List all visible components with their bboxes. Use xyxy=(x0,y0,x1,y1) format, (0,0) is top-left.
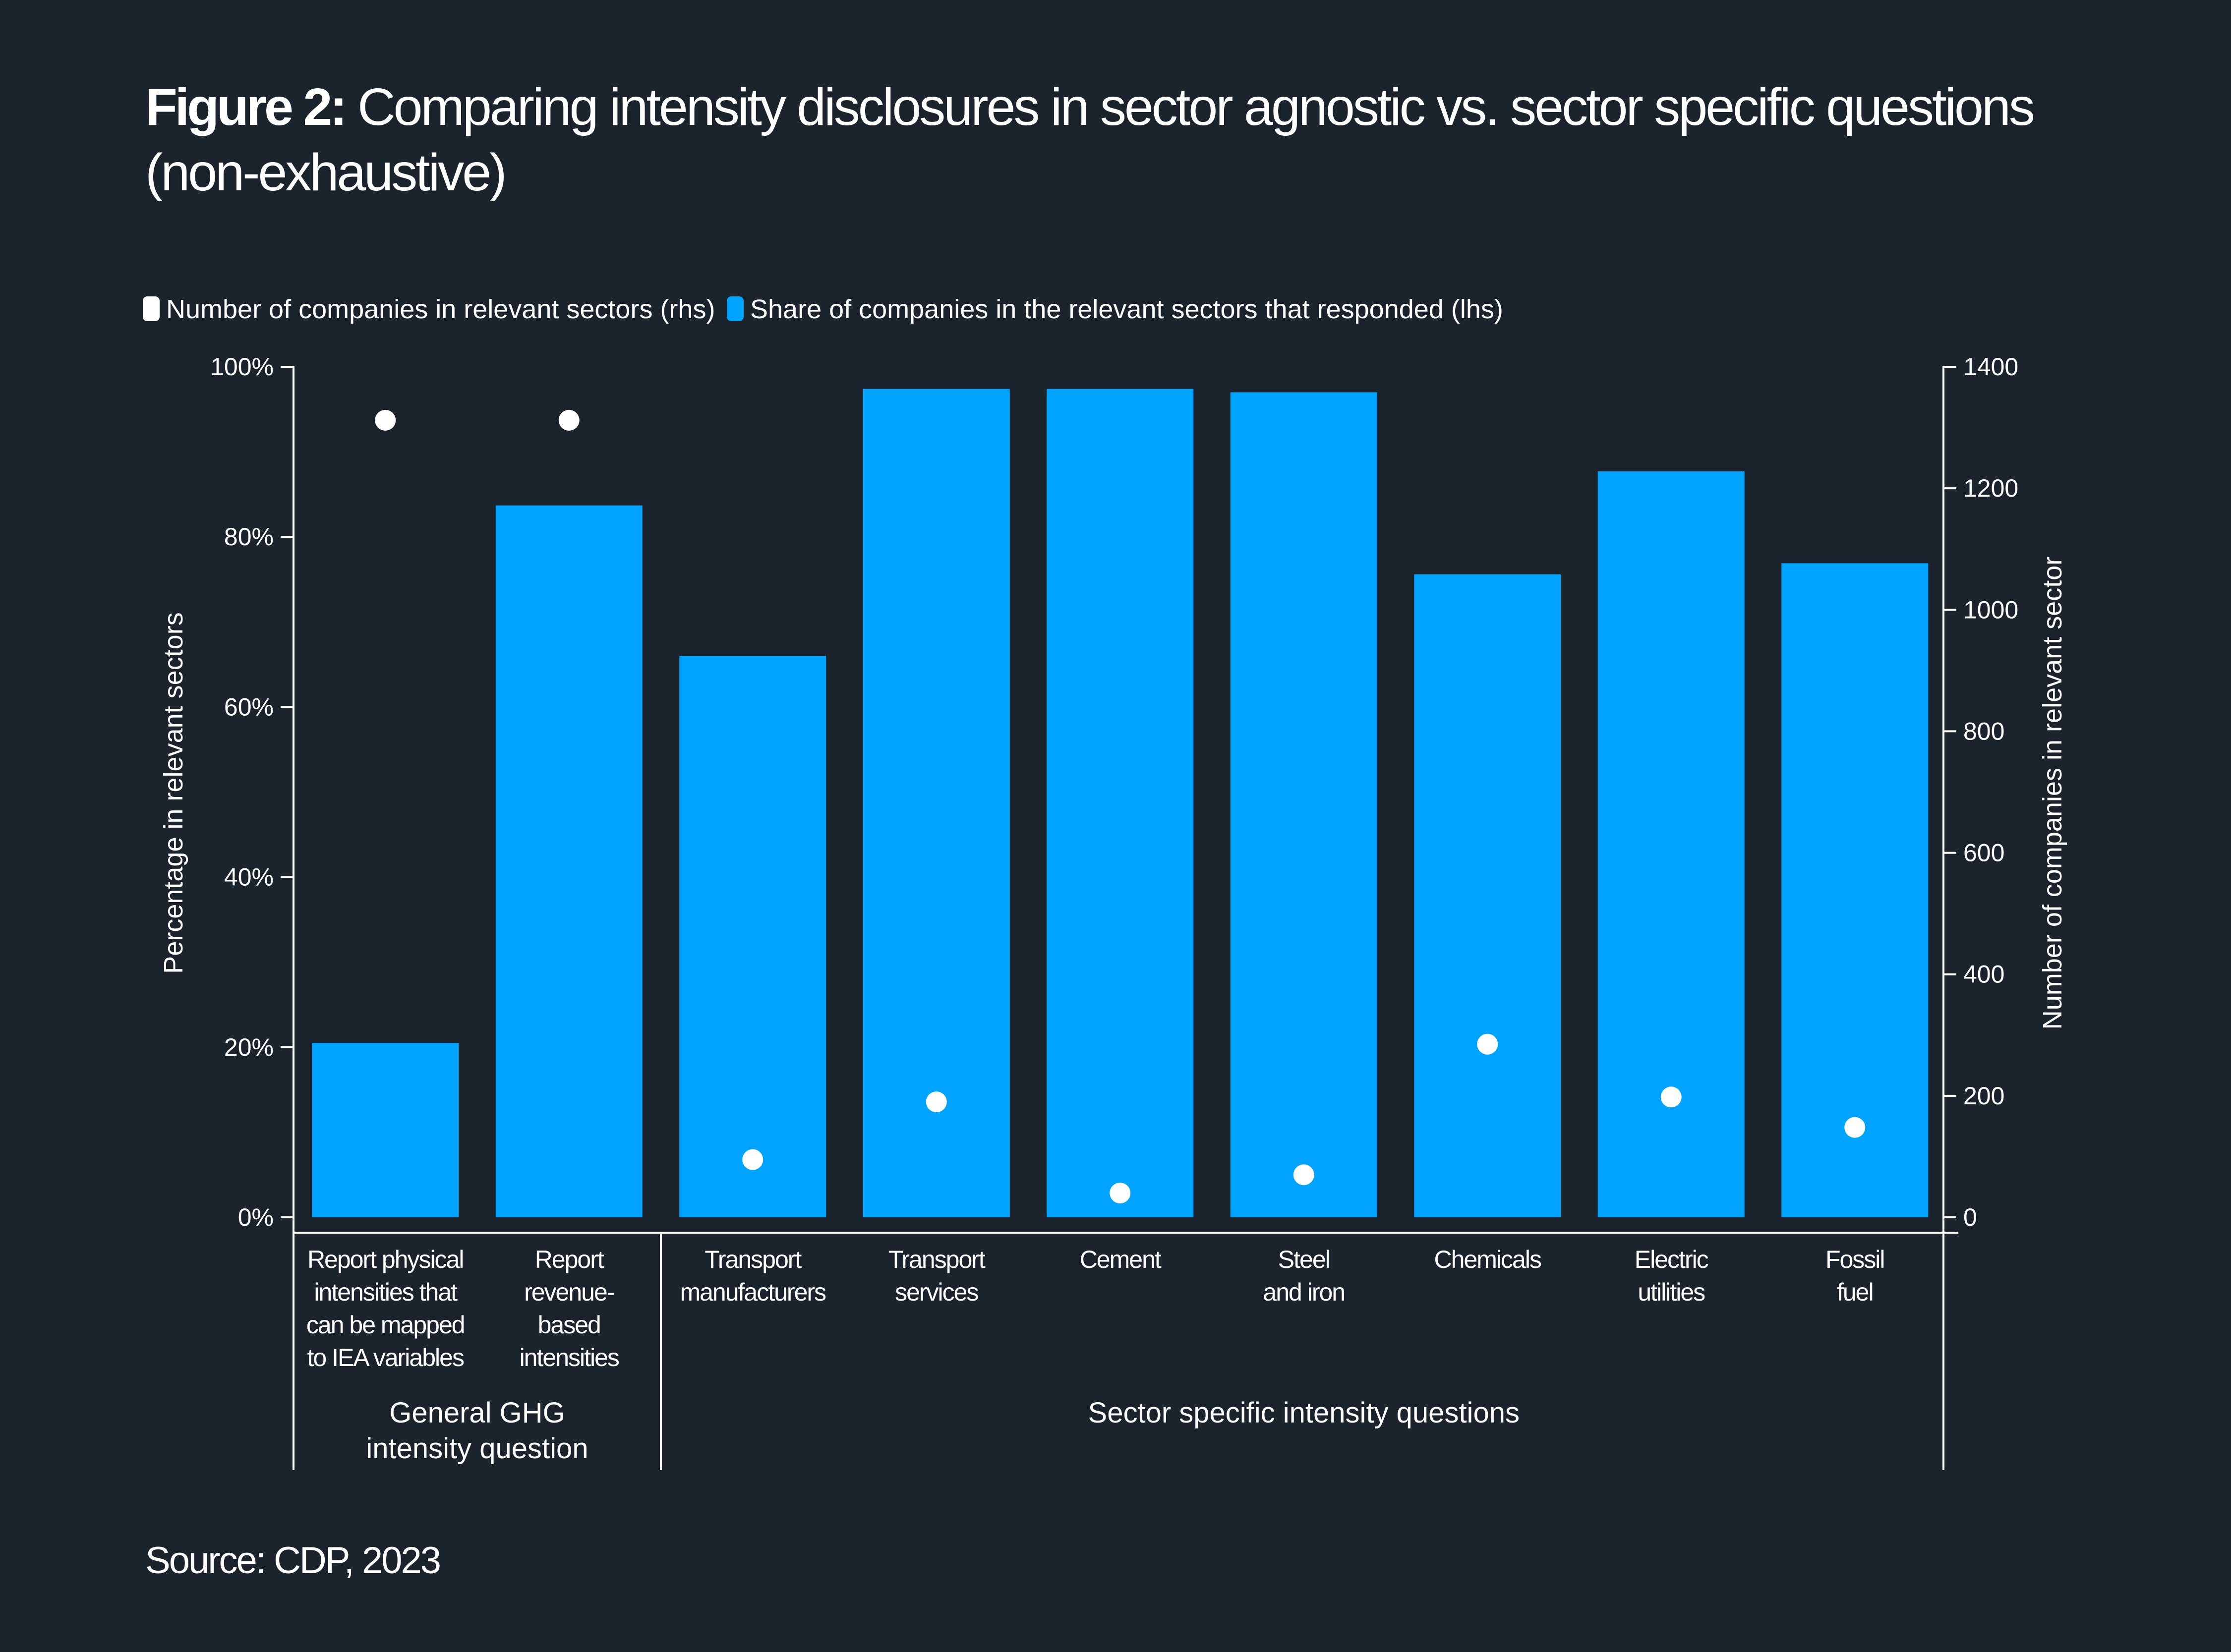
dot-0 xyxy=(375,409,396,431)
left-tick-label-4: 80% xyxy=(224,523,274,551)
group-label-1-line-0: Sector specific intensity questions xyxy=(1088,1397,1520,1429)
left-tick-label-2: 40% xyxy=(224,863,274,891)
bar-3 xyxy=(863,389,1010,1218)
category-label-8: Fossil fuel xyxy=(1825,1246,1884,1306)
bar-4 xyxy=(1047,389,1194,1218)
dot-7 xyxy=(1660,1086,1682,1108)
category-label-0: Report physical intensities that can be ma… xyxy=(306,1246,465,1371)
category-label-6: Chemicals xyxy=(1434,1246,1541,1273)
left-axis-title: Percentage in relevant sectors xyxy=(159,612,188,973)
axes: 0% 20% 40% 60% 80% 100% 0 200 400 600 800 1000 1200 1… xyxy=(159,353,2067,1234)
dot-1 xyxy=(558,409,580,431)
right-tick-label-5: 1000 xyxy=(1963,596,2018,624)
bar-8 xyxy=(1781,563,1929,1217)
right-tick-label-4: 800 xyxy=(1963,717,2004,745)
category-label-0-line-3: to IEA variables xyxy=(307,1344,464,1371)
group-label-0-line-0: General GHG xyxy=(389,1397,565,1429)
category-label-0-line-2: can be mapped xyxy=(306,1311,465,1339)
category-label-2-line-0: Transport xyxy=(705,1246,802,1273)
category-label-7: Electric utilities xyxy=(1635,1246,1708,1306)
category-label-1-line-2: based xyxy=(538,1311,600,1339)
category-label-5-line-1: and iron xyxy=(1263,1278,1345,1306)
dot-8 xyxy=(1844,1117,1866,1138)
left-tick-label-3: 60% xyxy=(224,693,274,721)
bar-0 xyxy=(312,1043,459,1217)
legend: Number of companies in relevant sectors … xyxy=(143,294,1503,324)
category-label-1-line-0: Report xyxy=(535,1246,604,1273)
dot-4 xyxy=(1110,1182,1131,1203)
dot-series xyxy=(375,409,1866,1203)
right-tick-label-2: 400 xyxy=(1963,961,2004,988)
category-label-4-line-0: Cement xyxy=(1080,1246,1162,1273)
right-tick-label-7: 1400 xyxy=(1963,353,2018,381)
category-label-2: Transport manufacturers xyxy=(680,1246,826,1306)
chart-title: Figure 2: Comparing intensity disclosure… xyxy=(145,74,2079,205)
category-label-6-line-0: Chemicals xyxy=(1434,1246,1541,1273)
bar-series xyxy=(312,389,1929,1218)
bar-5 xyxy=(1230,392,1377,1217)
left-tick-label-0: 0% xyxy=(238,1203,274,1231)
dot-5 xyxy=(1293,1164,1314,1186)
legend-label-share: Share of companies in the relevant secto… xyxy=(750,294,1503,324)
legend-bar-marker xyxy=(727,296,744,321)
dot-3 xyxy=(926,1091,947,1113)
bar-2 xyxy=(679,656,826,1217)
group-label-0: General GHG intensity question xyxy=(366,1397,588,1465)
category-label-5: Steel and iron xyxy=(1263,1246,1345,1306)
category-label-8-line-1: fuel xyxy=(1837,1278,1873,1306)
category-label-7-line-0: Electric xyxy=(1635,1246,1708,1273)
right-tick-label-6: 1200 xyxy=(1963,474,2018,502)
group-label-1: Sector specific intensity questions xyxy=(1088,1397,1520,1429)
group-label-0-line-1: intensity question xyxy=(366,1432,588,1465)
right-axis-title: Number of companies in relevant sector xyxy=(2038,557,2067,1029)
category-label-3-line-0: Transport xyxy=(888,1246,986,1273)
figure-number: Figure 2: xyxy=(145,78,348,136)
category-groups: General GHG intensity question Sector spec… xyxy=(293,1233,1944,1470)
category-label-0-line-1: intensities that xyxy=(314,1278,458,1306)
category-label-2-line-1: manufacturers xyxy=(680,1278,826,1306)
category-label-7-line-1: utilities xyxy=(1638,1278,1705,1306)
right-tick-label-1: 200 xyxy=(1963,1082,2004,1110)
category-label-1-line-3: intensities xyxy=(520,1344,619,1371)
category-label-1: Report revenue-based intensities xyxy=(520,1246,619,1371)
dot-2 xyxy=(742,1149,763,1170)
right-tick-label-0: 0 xyxy=(1963,1203,1977,1231)
left-tick-label-1: 20% xyxy=(224,1033,274,1061)
category-label-8-line-0: Fossil xyxy=(1825,1246,1884,1273)
left-tick-label-5: 100% xyxy=(210,353,274,381)
source-note: Source: CDP, 2023 xyxy=(145,1539,441,1582)
category-label-4: Cement xyxy=(1080,1246,1162,1273)
right-tick-label-3: 600 xyxy=(1963,839,2004,867)
legend-label-count: Number of companies in relevant sectors … xyxy=(166,294,715,324)
category-label-3-line-1: services xyxy=(895,1278,978,1306)
bar-6 xyxy=(1414,574,1561,1217)
figure-title-text: Comparing intensity disclosures in secto… xyxy=(145,78,2035,202)
category-label-0-line-0: Report physical xyxy=(307,1246,464,1273)
category-label-3: Transport services xyxy=(888,1246,986,1306)
legend-dot-marker xyxy=(143,296,160,321)
bar-1 xyxy=(495,505,643,1217)
dot-6 xyxy=(1477,1033,1498,1055)
x-axis-labels: Report physical intensities that can be ma… xyxy=(306,1246,1885,1371)
category-label-5-line-0: Steel xyxy=(1278,1246,1330,1273)
category-label-1-line-1: revenue- xyxy=(524,1278,614,1306)
